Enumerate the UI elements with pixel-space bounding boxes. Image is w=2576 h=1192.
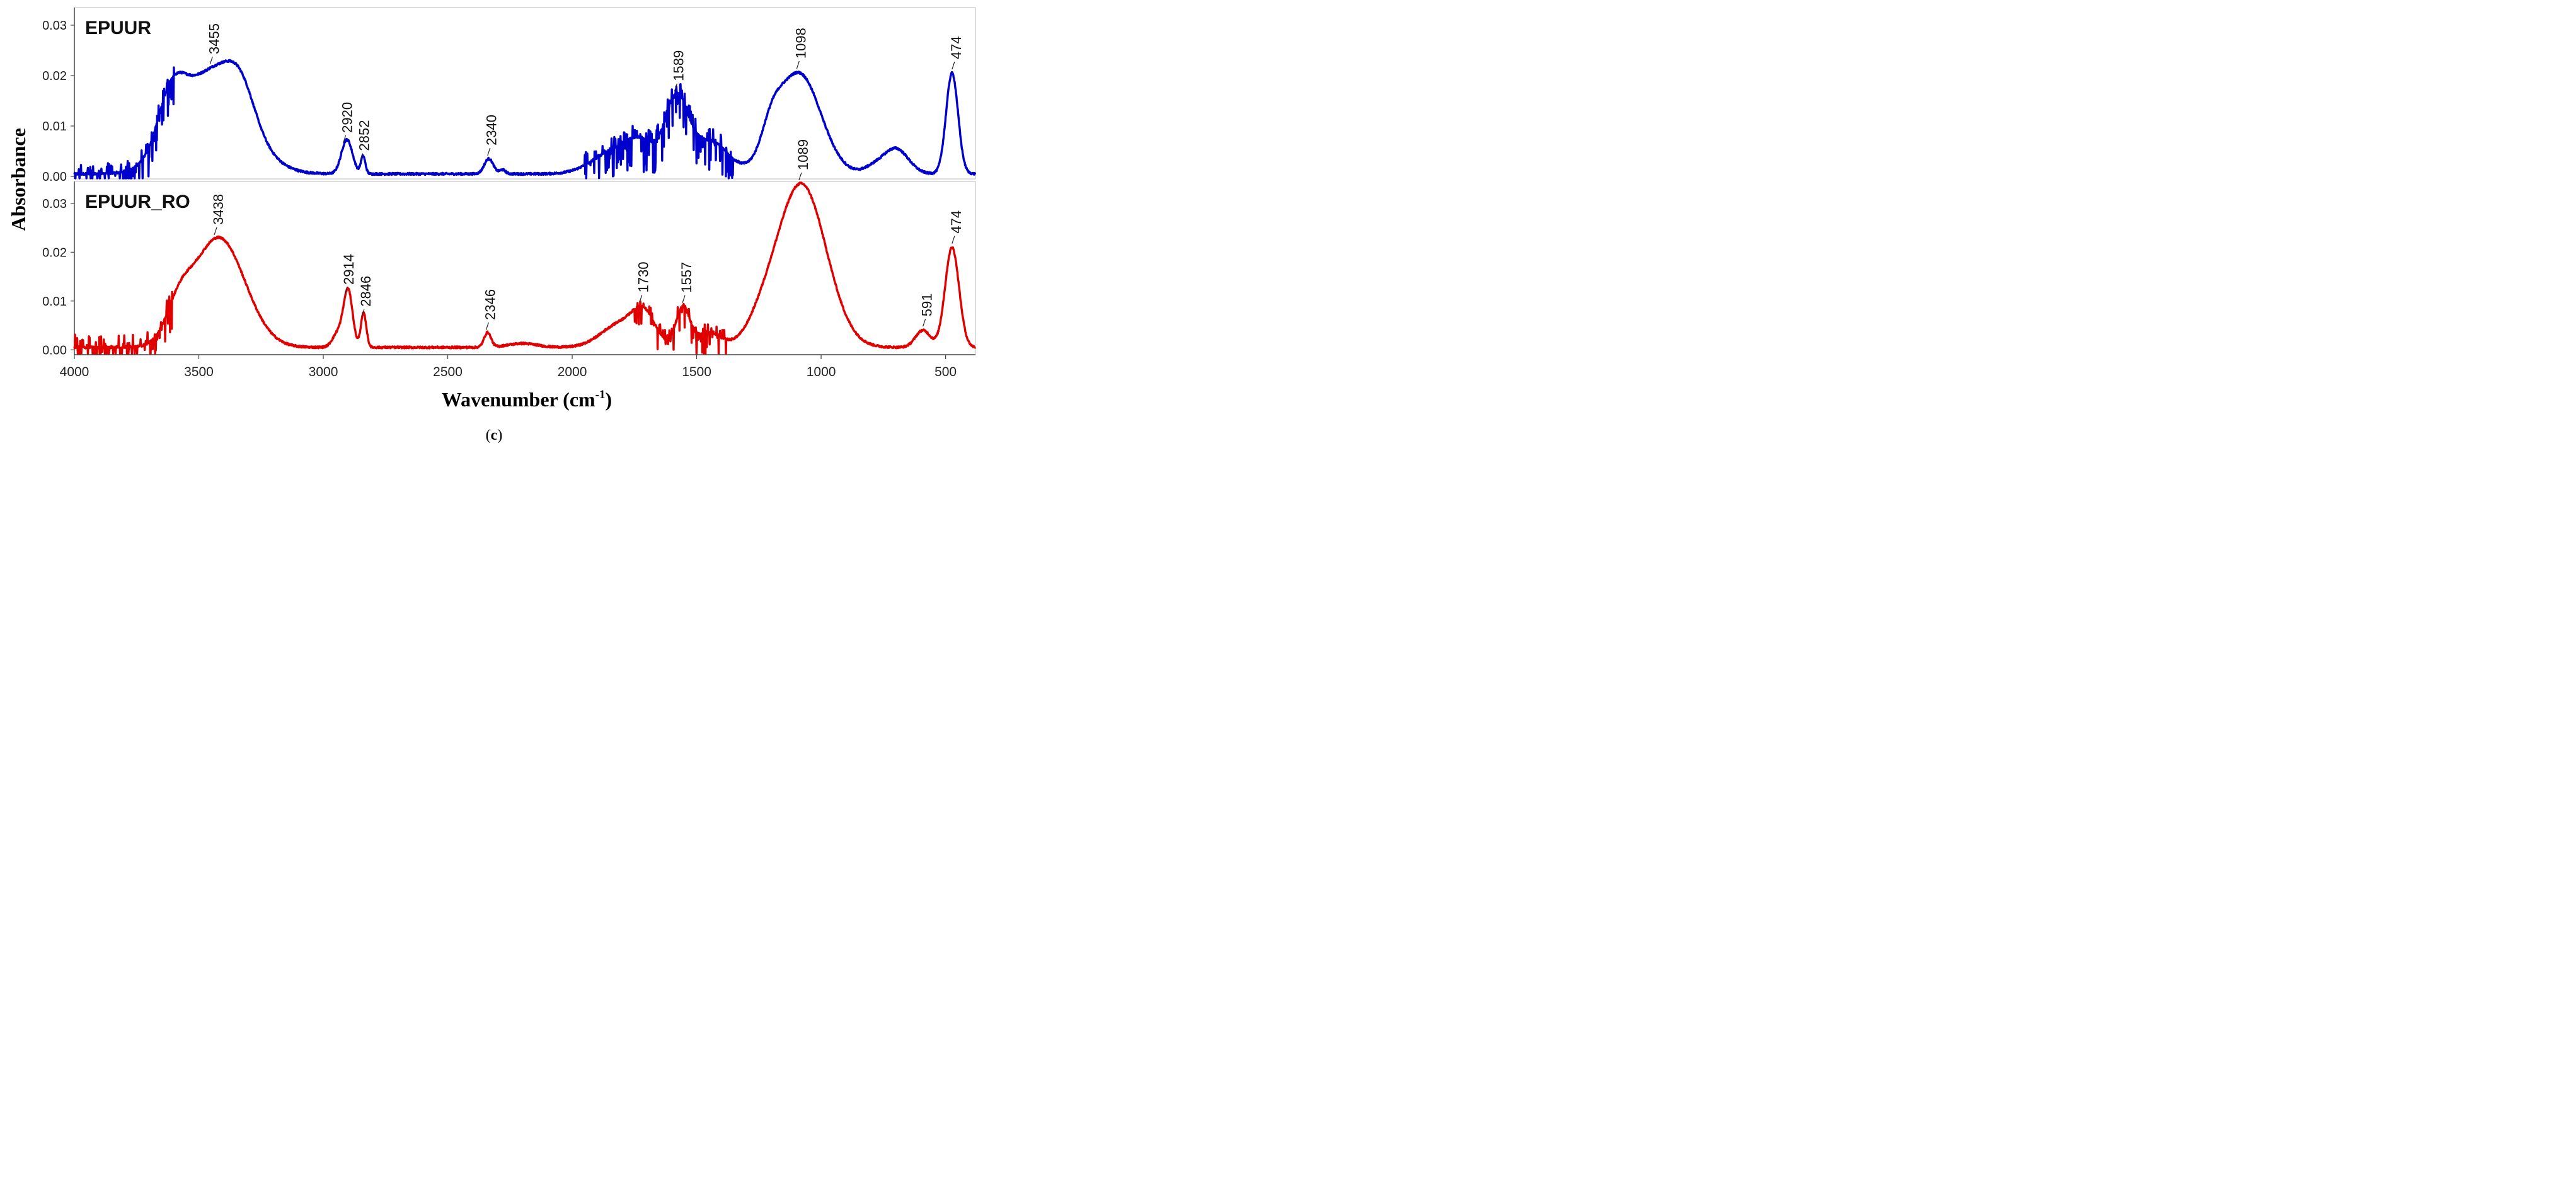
y-tick-label: 0.01 [42,120,67,134]
peak-label: 1730 [636,261,652,292]
peak-label: 2846 [358,276,374,307]
x-tick-label: 3000 [309,365,338,379]
x-axis-label-superscript: -1 [595,388,606,401]
peak-leader [796,60,800,69]
spectrum-line [73,181,977,355]
x-axis-label: Wavenumber (cm-1) [442,388,612,411]
peak-label: 1589 [670,50,686,81]
y-axis-label: Absorbance [7,128,30,231]
panel-frame [74,181,976,355]
peak-label: 2346 [482,289,498,320]
y-tick-label: 0.01 [42,295,67,309]
peak-label: 2914 [341,254,357,285]
panel-title: EPUUR [85,18,151,38]
x-tick-label: 4000 [60,365,89,379]
peak-label: 2852 [356,120,372,151]
peak-label: 2340 [484,115,500,146]
x-tick-label: 500 [934,365,957,379]
peak-leader [487,147,491,156]
peak-leader [639,295,643,303]
peak-label: 474 [948,210,964,234]
x-tick-label: 3500 [184,365,214,379]
y-tick-label: 0.00 [42,170,67,184]
x-axis-label-close: ) [606,388,612,411]
peak-leader [343,135,347,144]
panel-title: EPUUR_RO [85,192,190,212]
peak-label: 1557 [679,262,694,293]
peak-leader [361,309,365,317]
caption-open: ( [485,427,491,444]
peak-label: 591 [919,294,935,317]
y-tick-label: 0.03 [42,197,67,211]
peak-label: 1089 [795,139,811,170]
x-tick-label: 2500 [433,365,463,379]
peak-leader [682,295,686,303]
peak-leader [952,61,955,70]
y-tick-label: 0.00 [42,343,67,357]
x-axis-label-main: Wavenumber (cm [442,388,595,411]
x-tick-label: 2000 [558,365,587,379]
peak-leader [209,56,213,65]
caption-close: ) [497,427,503,444]
x-tick-label: 1000 [807,365,836,379]
spectrum-line [73,59,977,180]
y-tick-label: 0.03 [42,19,67,33]
peak-leader [798,172,802,181]
x-axis: 4000 3500 3000 2500 2000 1500 1000 500 [60,354,975,379]
peak-leader [674,83,677,91]
peak-label: 3455 [206,23,222,54]
peak-leader [485,322,489,331]
peak-leader [344,287,348,295]
figure-caption: (c) [0,427,988,444]
y-tick-label: 0.02 [42,69,67,83]
peak-leader [952,236,955,244]
peak-label: 1098 [793,28,808,59]
peak-leader [359,153,364,161]
x-tick-label: 1500 [682,365,711,379]
peak-label: 3438 [210,194,226,225]
peak-leader [923,319,926,327]
peak-label: 474 [948,36,964,59]
y-tick-label: 0.02 [42,246,67,260]
caption-letter: c [490,427,498,444]
peak-label: 2920 [340,102,355,133]
peak-leader [214,227,217,235]
